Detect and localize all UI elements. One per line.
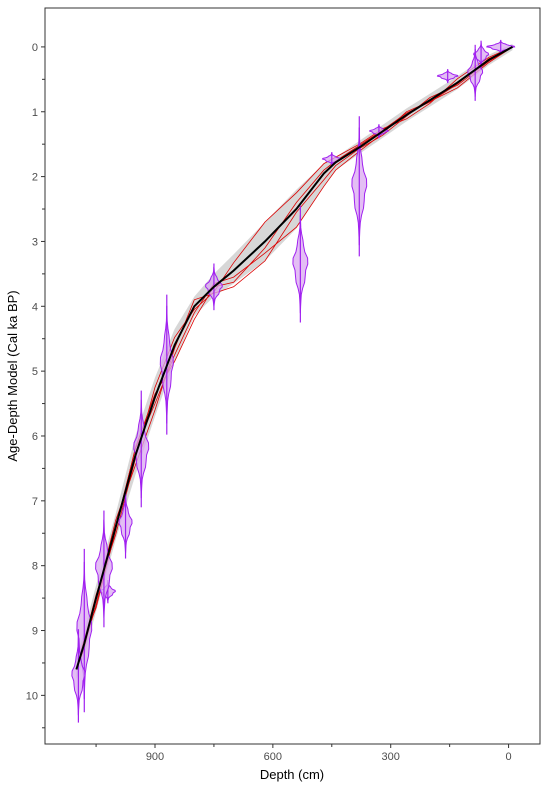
- plot-area: [71, 39, 516, 723]
- x-axis-title: Depth (cm): [260, 767, 324, 782]
- plot-frame: [44, 7, 541, 745]
- ensemble-line-2: [76, 46, 513, 670]
- y-tick-label-4: 4: [32, 301, 38, 313]
- x-tick-label-0: 0: [506, 751, 512, 763]
- y-tick-label-0: 0: [32, 42, 38, 54]
- y-tick-label-2: 2: [32, 172, 38, 184]
- median-line: [75, 46, 513, 670]
- y-tick-label-10: 10: [26, 690, 38, 702]
- y-tick-label-5: 5: [32, 366, 38, 378]
- x-tick-label-600: 600: [264, 751, 282, 763]
- y-tick-label-9: 9: [32, 626, 38, 638]
- x-tick-label-300: 300: [382, 751, 400, 763]
- y-tick-label-1: 1: [32, 107, 38, 119]
- axes: 0 1 2 3 4 5 6 7 8 9 10 900 600 300 0: [26, 42, 512, 763]
- y-axis-title: Age-Depth Model (Cal ka BP): [5, 290, 20, 461]
- y-tick-label-8: 8: [32, 561, 38, 573]
- y-tick-label-3: 3: [32, 236, 38, 248]
- x-tick-label-900: 900: [146, 751, 164, 763]
- y-tick-label-6: 6: [32, 431, 38, 443]
- y-tick-label-7: 7: [32, 496, 38, 508]
